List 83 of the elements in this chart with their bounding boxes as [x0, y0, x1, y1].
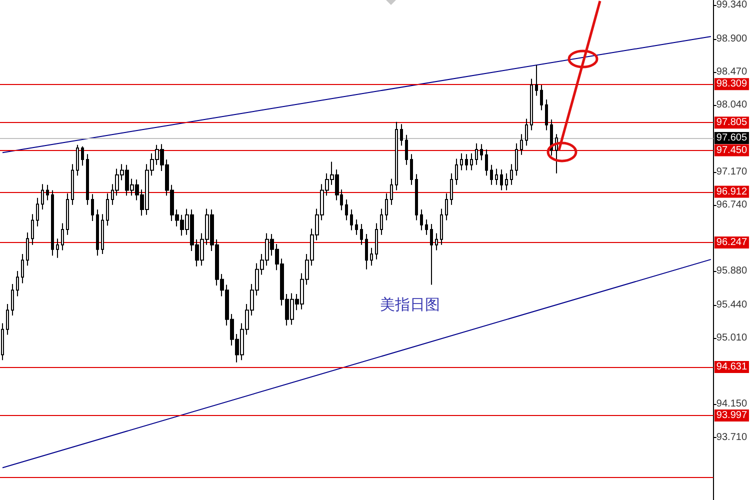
- candlestick: [470, 152, 473, 171]
- candlestick: [480, 144, 483, 161]
- candlestick: [26, 232, 29, 266]
- y-tick-label: 99.340: [716, 0, 748, 10]
- y-tick-label: 95.440: [716, 299, 748, 310]
- candlestick: [490, 164, 493, 186]
- candlestick: [11, 284, 14, 316]
- candlestick: [81, 146, 84, 166]
- candlestick: [410, 154, 413, 186]
- candlestick: [460, 152, 463, 171]
- candlestick: [365, 234, 368, 270]
- candlestick: [485, 149, 488, 176]
- candlestick: [375, 222, 378, 260]
- candlestick: [16, 270, 19, 297]
- candlestick: [525, 118, 528, 146]
- candlestick: [355, 218, 358, 236]
- candlestick: [380, 208, 383, 236]
- candlestick: [400, 124, 403, 146]
- candlestick: [46, 184, 49, 201]
- candlestick: [51, 190, 54, 256]
- candlestick: [31, 214, 34, 246]
- candlestick: [66, 192, 69, 236]
- candlestick: [505, 172, 508, 191]
- candlestick: [370, 247, 373, 266]
- ref-line-label: 97.805: [716, 117, 748, 128]
- ref-line-label: 97.450: [716, 144, 748, 156]
- candlestick: [455, 158, 458, 186]
- candlestick: [390, 178, 393, 206]
- annotation: 美指日图: [380, 296, 440, 314]
- candlestick: [56, 238, 59, 258]
- candlestick: [520, 134, 523, 156]
- candlestick: [425, 218, 428, 236]
- ref-line-label: 96.247: [716, 237, 748, 248]
- candlestick: [385, 192, 388, 221]
- candlestick: [6, 304, 9, 336]
- y-tick-label: 97.170: [716, 166, 748, 178]
- candlestick: [1, 322, 4, 361]
- candlestick: [21, 254, 24, 284]
- candlestick: [350, 208, 353, 231]
- candlestick: [360, 224, 363, 246]
- candlestick: [76, 144, 79, 176]
- candlestick: [41, 184, 44, 210]
- candlestick: [540, 84, 543, 111]
- candlestick: [420, 208, 423, 231]
- candlestick: [86, 154, 89, 206]
- candlestick: [435, 232, 438, 251]
- candlestick: [495, 168, 498, 186]
- candlestick: [510, 164, 513, 186]
- candlestick: [500, 168, 503, 191]
- candlestick: [440, 208, 443, 246]
- candlestick: [530, 78, 533, 131]
- candlestick: [71, 164, 74, 206]
- ref-line-label: 98.309: [716, 78, 748, 90]
- candlestick: [465, 154, 468, 171]
- candlestick: [101, 214, 104, 255]
- candlestick: [445, 192, 448, 221]
- candlestick: [61, 222, 64, 251]
- candlestick: [395, 121, 398, 191]
- y-tick-label: 98.040: [716, 99, 748, 110]
- ref-line-label: 97.605: [716, 132, 748, 144]
- candlestick: [535, 64, 538, 96]
- ref-line-label: 93.997: [716, 410, 748, 421]
- candlestick: [475, 142, 478, 166]
- y-tick-label: 94.150: [716, 398, 748, 410]
- candlestick: [430, 224, 433, 286]
- y-tick-label: 98.470: [716, 66, 748, 78]
- candlestick: [415, 174, 418, 221]
- candlestick: [91, 194, 94, 222]
- y-tick-label: 93.710: [716, 432, 748, 444]
- ref-line-label: 94.631: [716, 362, 748, 373]
- candlestick: [345, 198, 348, 221]
- y-tick-label: 95.880: [716, 265, 748, 276]
- candlestick: [405, 134, 408, 166]
- ref-line-label: 96.912: [716, 186, 748, 198]
- y-tick-label: 98.900: [716, 33, 748, 44]
- candlestick: [515, 142, 518, 176]
- y-tick-label: 96.740: [716, 199, 748, 210]
- y-tick-label: 95.010: [716, 332, 748, 344]
- candlestick: [106, 192, 109, 226]
- candlestick: [36, 197, 39, 227]
- candlestick: [450, 172, 453, 206]
- candlestick: [96, 208, 99, 256]
- candlestick: [545, 99, 548, 131]
